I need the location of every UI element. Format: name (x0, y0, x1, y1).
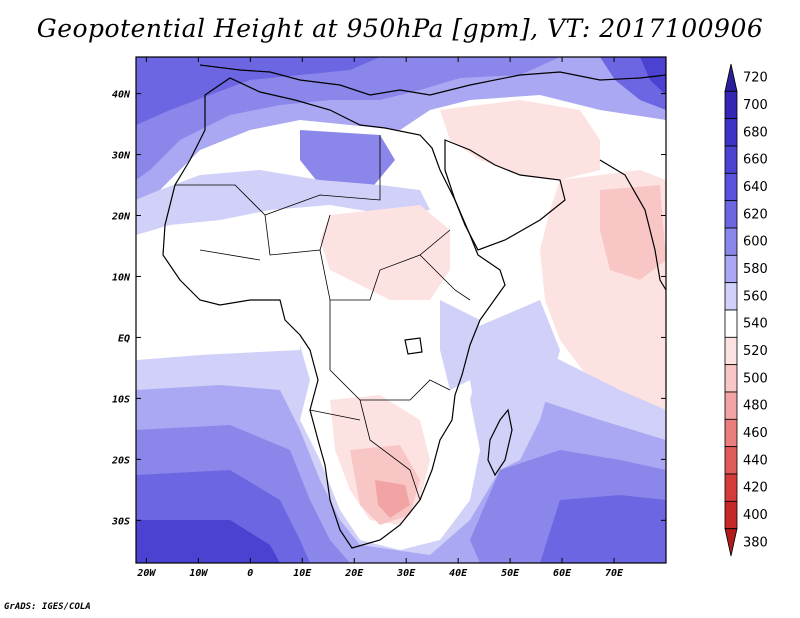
colorbar-segment (724, 227, 738, 256)
india-coast (599, 159, 666, 291)
colorbar-level-label: 440 (743, 453, 768, 468)
lat-tick-label: 40N (112, 90, 131, 101)
lat-tick-label: 30S (111, 516, 130, 527)
colorbar-level-label: 600 (743, 235, 768, 250)
shaded-field (136, 57, 666, 563)
colorbar-segment (724, 172, 738, 202)
colorbar-level-label: 520 (743, 344, 768, 359)
axis-ticks: 20W 10W 0 10E 20E 30E 40E 50E 60E 70E 40N 30N 20N 10N… (111, 57, 666, 579)
colorbar-segment (724, 200, 738, 229)
colorbar-level-label: 680 (743, 125, 768, 140)
colorbar-level-label: 620 (743, 207, 768, 222)
country-borders (175, 135, 471, 501)
lon-tick-label: 40E (449, 568, 468, 579)
lat-tick-label: 30N (111, 151, 131, 162)
colorbar-segment (724, 145, 738, 174)
colorbar-level-label: 380 (743, 535, 768, 550)
lat-tick-label: EQ (118, 333, 130, 344)
map-title: Geopotential Height at 950hPa [gpm], VT:… (36, 14, 764, 43)
colorbar-segment (724, 500, 738, 530)
colorbar-level-label: 720 (743, 71, 768, 86)
colorbar-segment (724, 391, 738, 420)
colorbar-level-label: 560 (743, 289, 768, 304)
lon-tick-label: 70E (605, 568, 624, 579)
arabian-peninsula (444, 139, 566, 251)
lon-tick-label: 20W (136, 568, 156, 579)
coastlines (162, 64, 666, 549)
colorbar: 720 700 680 660 640 620 600 580 560 540 520 500 480 4… (724, 63, 768, 557)
europe-coast (199, 64, 666, 96)
colorbar-level-label: 540 (743, 317, 768, 332)
colorbar-triangle-bottom (724, 528, 738, 557)
lake-victoria (404, 337, 423, 355)
lon-tick-label: 50E (501, 568, 520, 579)
colorbar-level-label: 400 (743, 508, 768, 523)
colorbar-level-label: 640 (743, 180, 768, 195)
madagascar (487, 408, 513, 477)
map-frame (135, 56, 667, 564)
colorbar-level-label: 500 (743, 371, 768, 386)
colorbar-level-label: 700 (743, 98, 768, 113)
colorbar-level-label: 660 (743, 153, 768, 168)
lon-tick-label: 10W (189, 568, 208, 579)
colorbar-level-label: 580 (743, 262, 768, 277)
colorbar-segment (724, 336, 738, 366)
lon-tick-label: 20E (344, 568, 364, 579)
colorbar-segment (724, 282, 738, 311)
lon-tick-label: 30E (396, 568, 416, 579)
colorbar-segment (724, 364, 738, 393)
colorbar-triangle-top (724, 63, 738, 92)
lon-tick-label: 10E (293, 568, 312, 579)
lon-tick-label: 60E (553, 568, 572, 579)
colorbar-segment (724, 254, 738, 284)
colorbar-segment (724, 90, 738, 120)
colorbar-level-label: 480 (743, 399, 768, 414)
grads-credit: GrADS: IGES/COLA (4, 602, 91, 612)
lat-tick-label: 10N (112, 272, 131, 283)
lon-tick-label: 0 (247, 568, 253, 579)
colorbar-segment (724, 446, 738, 475)
colorbar-segment (724, 118, 738, 147)
lat-tick-label: 20S (111, 455, 130, 466)
colorbar-level-label: 420 (743, 481, 768, 496)
colorbar-segment (724, 418, 738, 448)
lat-tick-label: 20N (111, 212, 131, 223)
colorbar-level-label: 460 (743, 426, 768, 441)
africa-coastline (162, 77, 506, 549)
lat-tick-label: 10S (112, 394, 130, 405)
colorbar-segment (724, 309, 738, 338)
colorbar-segment (724, 473, 738, 502)
